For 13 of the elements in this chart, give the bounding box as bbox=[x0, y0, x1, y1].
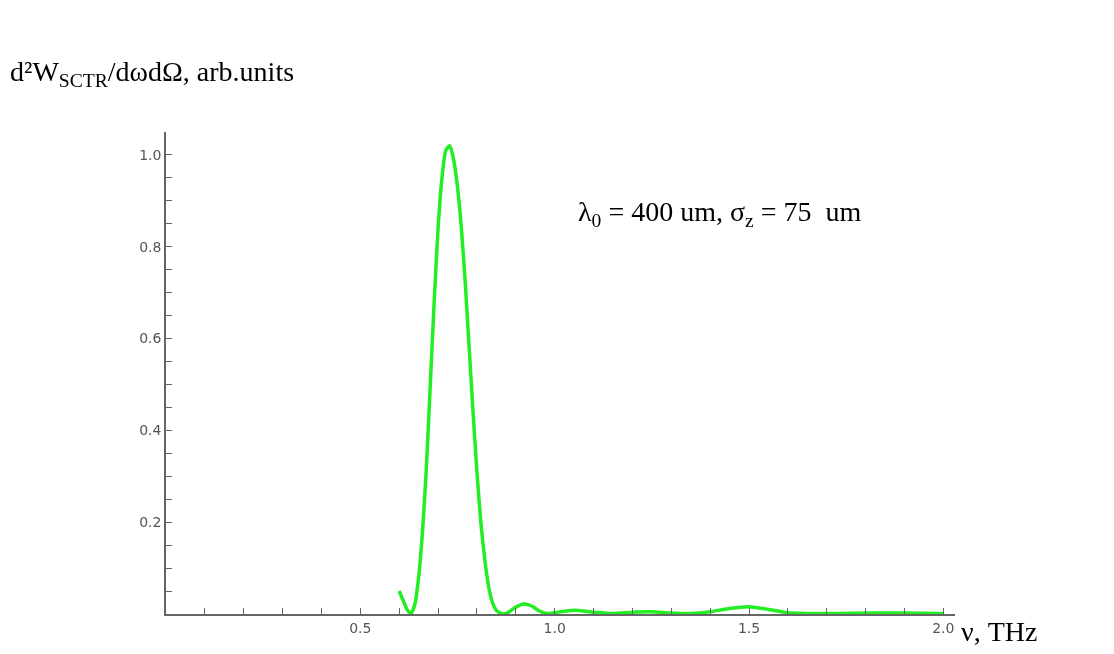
x-axis-title: ν, THz bbox=[961, 616, 1038, 647]
y-tick-label: 0.6 bbox=[139, 330, 162, 347]
line-series bbox=[397, 144, 946, 614]
y-axis-title: d²W$_{SCTR}$/dωdΩ, arb.units bbox=[10, 56, 295, 91]
x-tick-label: 0.5 bbox=[349, 619, 372, 636]
x-tick-label: 1.5 bbox=[737, 619, 761, 636]
x-tick-label: 1.0 bbox=[543, 619, 566, 636]
y-tick-label: 0.8 bbox=[139, 238, 162, 255]
y-tick-label: 1.0 bbox=[139, 146, 162, 163]
annotation: λ$_{0}$ = 400 um, σ$_{z}$ = 75 um bbox=[578, 196, 862, 231]
y-tick-label: 0.2 bbox=[139, 514, 162, 531]
x-tick-label: 2.0 bbox=[932, 619, 955, 636]
y-tick-label: 0.4 bbox=[139, 422, 162, 439]
